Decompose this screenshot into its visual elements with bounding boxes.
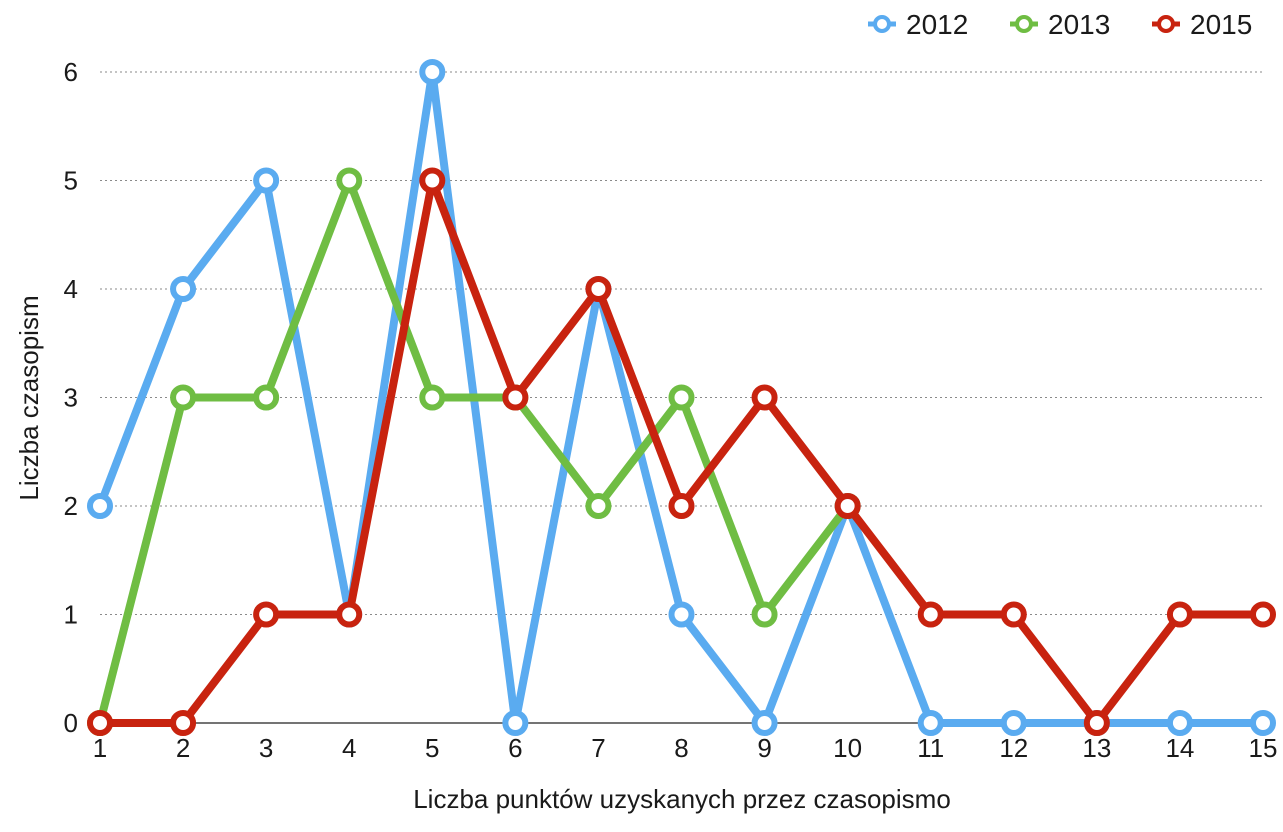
y-tick-label: 6 (64, 57, 78, 87)
data-point (170, 384, 197, 411)
data-point (419, 167, 446, 194)
series-line (96, 176, 1267, 727)
data-point (1166, 710, 1193, 736)
x-tick-label: 3 (259, 733, 273, 763)
y-tick-label: 2 (64, 491, 78, 521)
x-tick-label: 12 (999, 733, 1028, 763)
y-tick-label: 1 (64, 600, 78, 630)
x-axis-title: Liczba punktów uzyskanych przez czasopis… (413, 784, 951, 814)
data-point (253, 601, 280, 628)
y-tick-label: 5 (64, 166, 78, 196)
legend-item: 2015 (1152, 9, 1252, 40)
y-tick-label: 3 (64, 383, 78, 413)
legend-marker-icon (1015, 15, 1033, 33)
series-group (87, 59, 1276, 736)
data-point (1000, 601, 1027, 628)
y-tick-label: 4 (64, 274, 78, 304)
data-point (585, 493, 612, 519)
data-point (668, 601, 695, 628)
legend-marker-icon (1157, 15, 1175, 33)
legend-item: 2013 (1010, 9, 1110, 40)
data-point (1083, 710, 1110, 736)
x-tick-label: 15 (1249, 733, 1278, 763)
series-line (96, 176, 852, 727)
data-point (751, 384, 778, 411)
legend-label: 2015 (1190, 9, 1252, 40)
x-tick-label: 14 (1165, 733, 1194, 763)
data-point (502, 384, 529, 411)
data-point (917, 601, 944, 628)
x-tick-label: 2 (176, 733, 190, 763)
x-tick-label: 6 (508, 733, 522, 763)
x-tick-label: 4 (342, 733, 356, 763)
data-point (1250, 601, 1276, 628)
x-tick-label: 11 (917, 733, 944, 763)
data-point (87, 493, 113, 519)
y-tick-label: 0 (64, 708, 78, 738)
x-tick-label: 13 (1082, 733, 1111, 763)
data-point (419, 59, 446, 85)
data-point (751, 710, 778, 736)
x-tick-label: 8 (674, 733, 688, 763)
data-point (1250, 710, 1276, 736)
x-tick-label: 1 (93, 733, 107, 763)
legend-item: 2012 (868, 9, 968, 40)
legend-label: 2013 (1048, 9, 1110, 40)
data-point (1000, 710, 1027, 736)
data-point (834, 493, 861, 519)
series-2015 (87, 167, 1276, 736)
x-tick-label: 10 (833, 733, 862, 763)
data-point (751, 601, 778, 628)
legend: 2012 2013 2015 (868, 9, 1252, 40)
data-point (170, 710, 197, 736)
x-tick-label: 5 (425, 733, 439, 763)
data-point (419, 384, 446, 411)
legend-label: 2012 (906, 9, 968, 40)
data-point (1166, 601, 1193, 628)
x-tick-label: 7 (591, 733, 605, 763)
data-point (336, 167, 363, 194)
data-point (668, 384, 695, 411)
gridlines (100, 71, 1263, 615)
data-point (170, 276, 197, 302)
data-point (336, 601, 363, 628)
y-axis-title: Liczba czasopism (14, 295, 44, 500)
data-point (87, 710, 113, 736)
data-point (253, 167, 280, 194)
data-point (585, 276, 612, 302)
data-point (502, 710, 529, 736)
data-point (917, 710, 944, 736)
data-point (668, 493, 695, 519)
data-point (253, 384, 280, 411)
x-tick-label: 9 (757, 733, 771, 763)
legend-marker-icon (873, 15, 891, 33)
